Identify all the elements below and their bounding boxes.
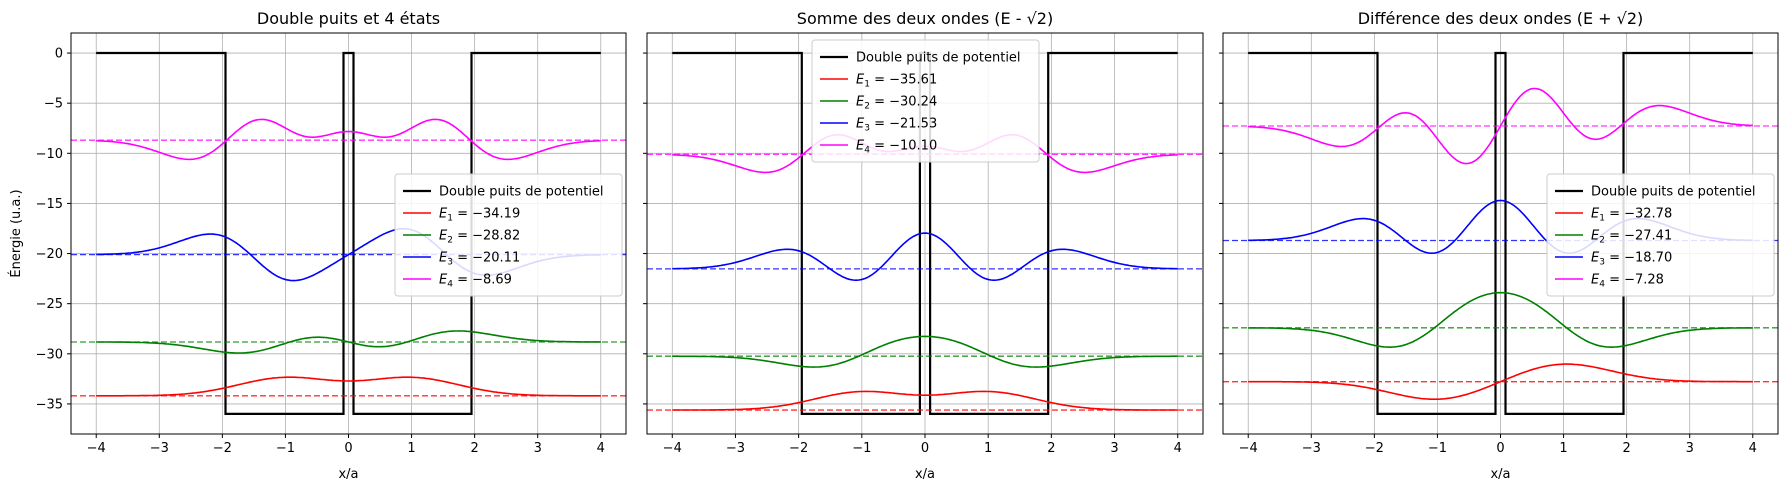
legend-entry-label: E3 = −18.70 <box>1591 251 1672 268</box>
y-axis-label: Énergie (u.a.) <box>8 189 24 277</box>
x-tick-label: −4 <box>663 441 682 456</box>
y-tick-label: −20 <box>36 247 63 262</box>
x-tick-label: 4 <box>1749 441 1757 456</box>
wavefunction-line <box>1248 363 1753 400</box>
x-tick-label: −1 <box>852 441 871 456</box>
panel-2: −4 −3 −2 −1 0 1 2 3 4 Somme des deux ondes (E - √… <box>643 9 1204 482</box>
panel-title: Double puits et 4 états <box>257 9 440 28</box>
wavefunction-line <box>1248 291 1753 349</box>
legend-entry-label: E4 = −10.10 <box>856 139 937 156</box>
x-tick-label: −3 <box>726 441 745 456</box>
legend: Double puits de potentiel E1 = −32.78 E2 =… <box>1546 173 1775 297</box>
x-axis-label: x/a <box>915 467 935 482</box>
x-axis-label: x/a <box>338 467 358 482</box>
legend: Double puits de potentiel E1 = −35.61 E2 =… <box>811 39 1040 163</box>
y-tick-label: −35 <box>36 397 63 412</box>
wavefunction-line <box>1248 87 1753 165</box>
legend-entry-label: E4 = −7.28 <box>1591 273 1664 290</box>
x-tick-label: 1 <box>1559 441 1567 456</box>
x-tick-label: 3 <box>534 441 542 456</box>
panel-title: Différence des deux ondes (E + √2) <box>1358 9 1644 28</box>
legend-frame <box>394 173 623 297</box>
wavefunction-line <box>672 390 1178 411</box>
legend-entry-label: E2 = −28.82 <box>439 229 520 246</box>
legend: Double puits de potentiel E1 = −34.19 E2 =… <box>394 173 623 297</box>
y-tick-label: −25 <box>36 297 63 312</box>
x-tick-label: 1 <box>984 441 992 456</box>
legend-frame <box>811 39 1040 163</box>
panel-3: −4 −3 −2 −1 0 1 2 3 4 Différence des deux ondes (… <box>1219 9 1779 482</box>
legend-entry-label: Double puits de potentiel <box>856 51 1021 66</box>
wavefunction-line <box>672 232 1178 281</box>
legend-entry-label: E1 = −32.78 <box>1591 207 1672 224</box>
x-tick-label: 0 <box>1496 441 1504 456</box>
x-tick-label: −2 <box>789 441 808 456</box>
x-axis-label: x/a <box>1490 467 1510 482</box>
x-tick-label: −1 <box>1428 441 1447 456</box>
x-tick-label: 3 <box>1110 441 1118 456</box>
y-tick-label: −30 <box>36 347 63 362</box>
legend-entry-label: E1 = −35.61 <box>856 73 937 90</box>
x-tick-label: −4 <box>87 441 106 456</box>
legend-entry-label: E3 = −21.53 <box>856 117 937 134</box>
panel-1: −4 −3 −2 −1 0 1 2 3 40−5−10−15−20−25−30−35Double… <box>8 9 627 482</box>
y-tick-label: −10 <box>36 147 63 162</box>
wavefunction-line <box>96 118 601 161</box>
x-tick-label: 2 <box>470 441 478 456</box>
x-tick-label: 2 <box>1622 441 1630 456</box>
wavefunction-line <box>96 330 601 354</box>
x-tick-label: −2 <box>213 441 232 456</box>
x-tick-label: −1 <box>276 441 295 456</box>
wavefunction-line <box>96 376 601 397</box>
legend-entry-label: E2 = −27.41 <box>1591 229 1672 246</box>
x-tick-label: 4 <box>597 441 605 456</box>
legend-entry-label: E3 = −20.11 <box>439 251 520 268</box>
legend-entry-label: Double puits de potentiel <box>439 185 604 200</box>
x-tick-label: 2 <box>1047 441 1055 456</box>
legend-entry-label: E1 = −34.19 <box>439 207 520 224</box>
wavefunction-line <box>672 335 1178 368</box>
legend-frame <box>1546 173 1775 297</box>
x-tick-label: 1 <box>407 441 415 456</box>
legend-entry-label: E2 = −30.24 <box>856 95 937 112</box>
x-tick-label: −3 <box>1302 441 1321 456</box>
x-tick-label: −4 <box>1239 441 1258 456</box>
x-tick-label: −2 <box>1365 441 1384 456</box>
y-tick-label: −5 <box>44 97 63 112</box>
legend-entry-label: Double puits de potentiel <box>1591 185 1756 200</box>
y-tick-label: −15 <box>36 197 63 212</box>
x-tick-label: 0 <box>344 441 352 456</box>
x-tick-label: 0 <box>921 441 929 456</box>
x-tick-label: 4 <box>1174 441 1182 456</box>
y-tick-label: 0 <box>55 47 63 62</box>
x-tick-label: −3 <box>150 441 169 456</box>
x-tick-label: 3 <box>1686 441 1694 456</box>
panel-title: Somme des deux ondes (E - √2) <box>797 9 1053 28</box>
legend-entry-label: E4 = −8.69 <box>439 273 512 290</box>
